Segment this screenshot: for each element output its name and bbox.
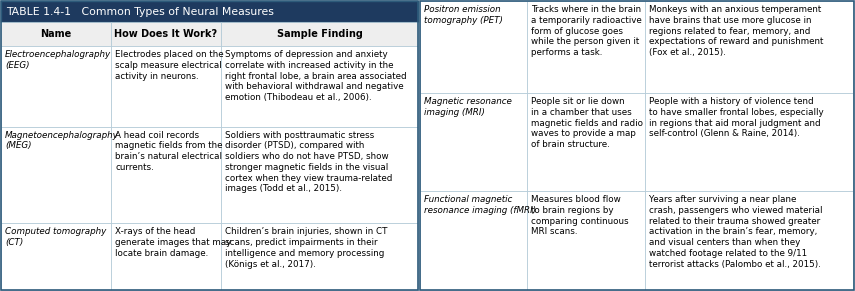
Bar	[1, 46, 111, 127]
Bar	[527, 1, 645, 93]
Text: Monkeys with an anxious temperament
have brains that use more glucose in
regions: Monkeys with an anxious temperament have…	[649, 5, 823, 57]
Text: Tracks where in the brain
a temporarily radioactive
form of glucose goes
while t: Tracks where in the brain a temporarily …	[531, 5, 642, 57]
Text: People with a history of violence tend
to have smaller frontal lobes, especially: People with a history of violence tend t…	[649, 97, 823, 138]
Text: Functional magnetic
resonance imaging (fMRI): Functional magnetic resonance imaging (f…	[424, 195, 536, 215]
Bar	[527, 191, 645, 290]
Text: How Does It Work?: How Does It Work?	[115, 29, 217, 39]
Bar	[221, 127, 418, 223]
Bar	[111, 22, 221, 46]
Text: Electrodes placed on the
scalp measure electrical
activity in neurons.: Electrodes placed on the scalp measure e…	[115, 50, 224, 81]
Bar	[1, 1, 418, 22]
Bar	[1, 1, 418, 290]
Text: X-rays of the head
generate images that may
locate brain damage.: X-rays of the head generate images that …	[115, 227, 231, 258]
Text: Magnetic resonance
imaging (MRI): Magnetic resonance imaging (MRI)	[424, 97, 512, 117]
Bar	[420, 1, 527, 93]
Text: Magnetoencephalography
(MEG): Magnetoencephalography (MEG)	[5, 131, 119, 150]
Text: Measures blood flow
to brain regions by
comparing continuous
MRI scans.: Measures blood flow to brain regions by …	[531, 195, 628, 236]
Text: Years after surviving a near plane
crash, passengers who viewed material
related: Years after surviving a near plane crash…	[649, 195, 823, 269]
Bar	[1, 223, 111, 290]
Bar	[645, 1, 853, 93]
Bar	[645, 93, 853, 191]
Bar	[111, 127, 221, 223]
Bar	[420, 1, 854, 290]
Text: Electroencephalography
(EEG): Electroencephalography (EEG)	[5, 50, 111, 70]
Text: Children’s brain injuries, shown in CT
scans, predict impairments in their
intel: Children’s brain injuries, shown in CT s…	[225, 227, 387, 269]
Text: A head coil records
magnetic fields from the
brain’s natural electrical
currents: A head coil records magnetic fields from…	[115, 131, 222, 172]
Bar	[420, 93, 527, 191]
Bar	[111, 223, 221, 290]
Text: Sample Finding: Sample Finding	[276, 29, 363, 39]
Text: Soldiers with posttraumatic stress
disorder (PTSD), compared with
soldiers who d: Soldiers with posttraumatic stress disor…	[225, 131, 392, 194]
Bar	[420, 191, 527, 290]
Text: Symptoms of depression and anxiety
correlate with increased activity in the
righ: Symptoms of depression and anxiety corre…	[225, 50, 407, 102]
Bar	[111, 46, 221, 127]
Text: TABLE 1.4-1   Common Types of Neural Measures: TABLE 1.4-1 Common Types of Neural Measu…	[6, 7, 274, 17]
Text: Name: Name	[40, 29, 72, 39]
Bar	[1, 127, 111, 223]
Bar	[527, 93, 645, 191]
Bar	[645, 191, 853, 290]
Bar	[221, 22, 418, 46]
Text: People sit or lie down
in a chamber that uses
magnetic fields and radio
waves to: People sit or lie down in a chamber that…	[531, 97, 643, 149]
Text: Computed tomography
(CT): Computed tomography (CT)	[5, 227, 106, 247]
Bar	[1, 22, 111, 46]
Bar	[221, 223, 418, 290]
Text: Positron emission
tomography (PET): Positron emission tomography (PET)	[424, 5, 503, 25]
Bar	[221, 46, 418, 127]
